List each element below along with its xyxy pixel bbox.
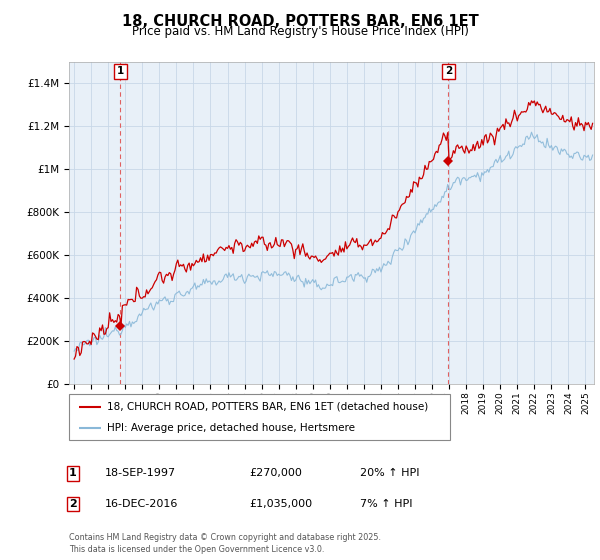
Text: 2: 2 bbox=[445, 67, 452, 76]
Text: HPI: Average price, detached house, Hertsmere: HPI: Average price, detached house, Hert… bbox=[107, 423, 355, 433]
Text: 18, CHURCH ROAD, POTTERS BAR, EN6 1ET: 18, CHURCH ROAD, POTTERS BAR, EN6 1ET bbox=[122, 14, 478, 29]
FancyBboxPatch shape bbox=[69, 394, 450, 440]
Text: Contains HM Land Registry data © Crown copyright and database right 2025.
This d: Contains HM Land Registry data © Crown c… bbox=[69, 533, 381, 554]
Text: 16-DEC-2016: 16-DEC-2016 bbox=[105, 499, 178, 509]
Text: 20% ↑ HPI: 20% ↑ HPI bbox=[360, 468, 419, 478]
Text: 2: 2 bbox=[69, 499, 77, 509]
Text: 1: 1 bbox=[69, 468, 77, 478]
Text: 18-SEP-1997: 18-SEP-1997 bbox=[105, 468, 176, 478]
Text: 1: 1 bbox=[117, 67, 124, 76]
Text: 18, CHURCH ROAD, POTTERS BAR, EN6 1ET (detached house): 18, CHURCH ROAD, POTTERS BAR, EN6 1ET (d… bbox=[107, 402, 428, 412]
Text: £270,000: £270,000 bbox=[249, 468, 302, 478]
Text: Price paid vs. HM Land Registry's House Price Index (HPI): Price paid vs. HM Land Registry's House … bbox=[131, 25, 469, 38]
Text: £1,035,000: £1,035,000 bbox=[249, 499, 312, 509]
Text: 7% ↑ HPI: 7% ↑ HPI bbox=[360, 499, 413, 509]
